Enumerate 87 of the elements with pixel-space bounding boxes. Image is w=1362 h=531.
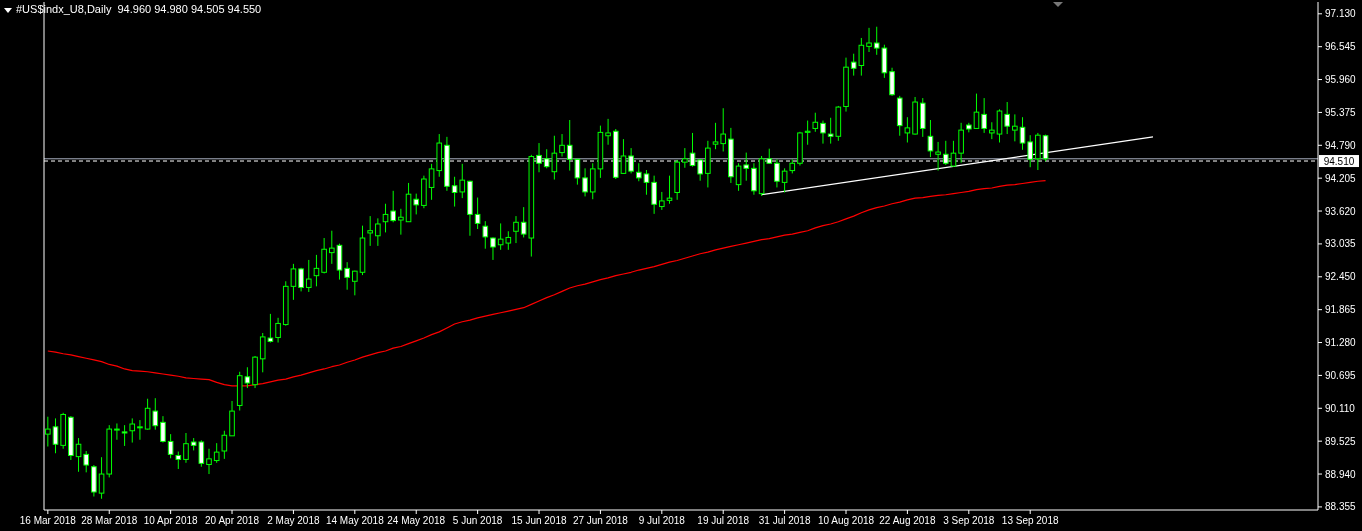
candlestick xyxy=(352,270,358,296)
y-tick-label: 90.695 xyxy=(1325,369,1357,381)
y-tick-label: 91.865 xyxy=(1325,304,1357,316)
candlestick xyxy=(582,167,588,197)
y-tick-label: 90.110 xyxy=(1325,402,1356,414)
x-tick-label: 20 Apr 2018 xyxy=(205,515,260,526)
chart-title: #US$indx_U8,Daily 94.960 94.980 94.505 94.550 xyxy=(16,3,262,15)
candlestick xyxy=(390,190,396,223)
x-tick-label: 2 May 2018 xyxy=(267,515,320,526)
x-tick-label: 22 Aug 2018 xyxy=(879,515,936,526)
candlestick xyxy=(398,208,404,236)
x-tick-label: 14 May 2018 xyxy=(325,515,385,526)
candlestick xyxy=(183,432,189,464)
candlestick xyxy=(52,417,59,454)
x-tick-label: 27 Jun 2018 xyxy=(572,515,629,526)
candlestick xyxy=(996,108,1003,143)
candlestick xyxy=(1012,113,1018,142)
candlestick xyxy=(904,116,911,143)
candlestick xyxy=(812,112,819,133)
candlestick xyxy=(83,450,90,473)
candlestick xyxy=(344,261,350,291)
y-tick-label: 94.790 xyxy=(1325,139,1357,151)
x-tick-label: 9 Jul 2018 xyxy=(638,515,686,526)
x-tick-label: 10 Apr 2018 xyxy=(143,515,199,526)
x-tick-label: 10 Aug 2018 xyxy=(817,515,875,526)
x-tick-label: 3 Sep 2018 xyxy=(943,515,995,526)
candlestick xyxy=(137,419,143,441)
candlestick xyxy=(1035,132,1041,171)
candlestick xyxy=(643,169,650,196)
candlestick xyxy=(329,230,335,265)
y-tick-label: 93.620 xyxy=(1325,205,1357,217)
x-tick-label: 31 Jul 2018 xyxy=(758,515,811,526)
candlestick xyxy=(490,236,496,261)
y-tick-label: 93.035 xyxy=(1325,238,1357,250)
y-tick-label: 89.525 xyxy=(1325,435,1357,447)
candlestick xyxy=(866,27,872,53)
y-tick-label: 95.960 xyxy=(1325,74,1357,86)
candlestick xyxy=(981,97,987,134)
candlestick xyxy=(121,424,128,447)
x-tick-label: 19 Jul 2018 xyxy=(697,515,750,526)
candlestick xyxy=(651,175,657,215)
x-tick-label: 24 May 2018 xyxy=(387,515,446,526)
y-tick-label: 94.205 xyxy=(1325,172,1357,184)
candlestick xyxy=(559,133,565,158)
y-tick-label: 97.130 xyxy=(1325,8,1357,20)
candlestick xyxy=(45,416,51,447)
y-tick-label: 91.280 xyxy=(1325,337,1357,349)
candlestick xyxy=(114,422,120,441)
candlestick xyxy=(1004,101,1010,135)
candlestick xyxy=(605,118,611,146)
candlestick xyxy=(160,415,166,444)
candlestick xyxy=(820,120,826,145)
candlestick xyxy=(682,147,688,169)
y-tick-label: 96.545 xyxy=(1325,41,1357,53)
x-tick-label: 28 Mar 2018 xyxy=(81,515,138,526)
x-tick-label: 13 Sep 2018 xyxy=(1001,515,1059,526)
candlestick xyxy=(927,119,934,158)
candlestick xyxy=(482,220,489,250)
candlestick xyxy=(129,417,136,444)
candlestick xyxy=(973,93,980,130)
candlestick xyxy=(305,259,312,293)
x-tick-label: 5 Jun 2018 xyxy=(452,515,503,526)
candlestick xyxy=(206,448,212,475)
candlestick xyxy=(804,120,811,146)
candlestick xyxy=(513,215,519,244)
candlestick xyxy=(958,122,964,164)
y-tick-label: 88.940 xyxy=(1325,468,1357,480)
candlestick xyxy=(313,254,320,287)
x-tick-label: 15 Jun 2018 xyxy=(511,515,567,526)
candlestick xyxy=(367,215,373,247)
y-tick-label: 92.450 xyxy=(1325,271,1357,283)
candlestick xyxy=(474,197,481,230)
candlestick xyxy=(666,175,673,205)
candlestick xyxy=(275,317,281,344)
candlestick xyxy=(321,237,327,274)
candlestick xyxy=(375,217,381,247)
candlestick xyxy=(1019,116,1026,151)
candlestick xyxy=(889,67,895,97)
y-tick-label: 95.375 xyxy=(1325,106,1357,118)
candlestick xyxy=(935,141,941,172)
candlestick xyxy=(167,433,174,459)
y-tick-label: 88.355 xyxy=(1325,501,1357,513)
x-tick-label: 16 Mar 2018 xyxy=(19,515,77,526)
candlestick xyxy=(720,107,727,152)
candlestick xyxy=(712,122,719,150)
ref-line-label: 94.510 xyxy=(1323,155,1355,167)
line-series xyxy=(47,180,1047,387)
